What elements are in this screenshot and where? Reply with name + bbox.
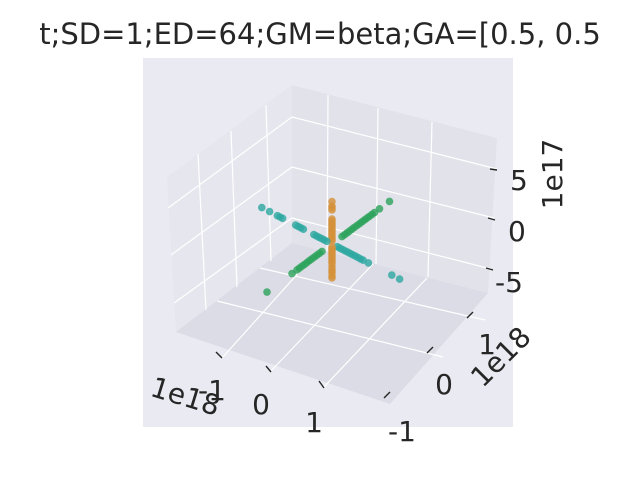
series-0-point-2 (273, 211, 282, 220)
series-1-point-28 (263, 288, 271, 296)
gridline-9 (167, 116, 293, 209)
series-0-point-28 (395, 275, 404, 283)
gridline-1 (265, 104, 272, 262)
gridline-12 (216, 300, 444, 358)
gridline-6 (291, 116, 498, 170)
series-0-point-1 (265, 207, 274, 216)
series-0-point-9 (310, 230, 318, 239)
tick-mark-8 (485, 267, 494, 271)
gridline-5 (427, 121, 433, 278)
tick-mark-7 (487, 217, 496, 221)
tick-mark-5 (383, 391, 391, 399)
series-2-point-3 (328, 206, 336, 214)
tick-mark-1 (265, 365, 272, 373)
x-tick-label-1: 1 (305, 406, 323, 439)
tick-mark-0 (215, 351, 223, 359)
data-points (258, 197, 404, 296)
tick-mark-6 (489, 168, 498, 171)
tick-mark-4 (426, 346, 434, 354)
pane-left (167, 85, 292, 332)
gridline-3 (326, 94, 329, 252)
gridline-16 (322, 277, 428, 389)
pane-floor (176, 243, 488, 404)
series-1-point-0 (385, 197, 394, 206)
z-tick-label-5: 5 (510, 164, 528, 197)
gridline-13 (259, 267, 486, 321)
y-tick-label-neg1: -1 (388, 415, 416, 448)
gridline-11 (173, 217, 293, 304)
pane-back (292, 85, 497, 293)
z-offset-label: 1e17 (536, 139, 569, 210)
series-0-point-0 (258, 203, 266, 212)
tick-mark-2 (318, 380, 325, 389)
z-tick-label-0: 0 (508, 215, 526, 248)
chart-title: t;SD=1;ED=64;GM=beta;GA=[0.5, 0.5 (39, 17, 601, 51)
x-tick-label-neg1: -1 (198, 374, 226, 407)
x-tick-label-0: 0 (252, 388, 270, 421)
series-1-point-15 (338, 232, 346, 241)
tick-marks (215, 168, 498, 399)
series-0-point-5 (291, 221, 300, 229)
gridline-7 (291, 166, 495, 219)
gridline-4 (375, 107, 379, 265)
series-1-point-27 (288, 269, 296, 278)
z-tick-label-neg5: -5 (495, 266, 523, 299)
gridline-10 (170, 166, 293, 256)
y-tick-label-1: 1 (478, 328, 496, 361)
tick-mark-3 (466, 311, 474, 319)
series-2-point-30 (328, 274, 336, 282)
y-tick-label-0: 0 (435, 368, 453, 401)
gridline-15 (269, 263, 374, 373)
series-0-point-27 (388, 271, 396, 279)
gridline-8 (291, 217, 492, 270)
